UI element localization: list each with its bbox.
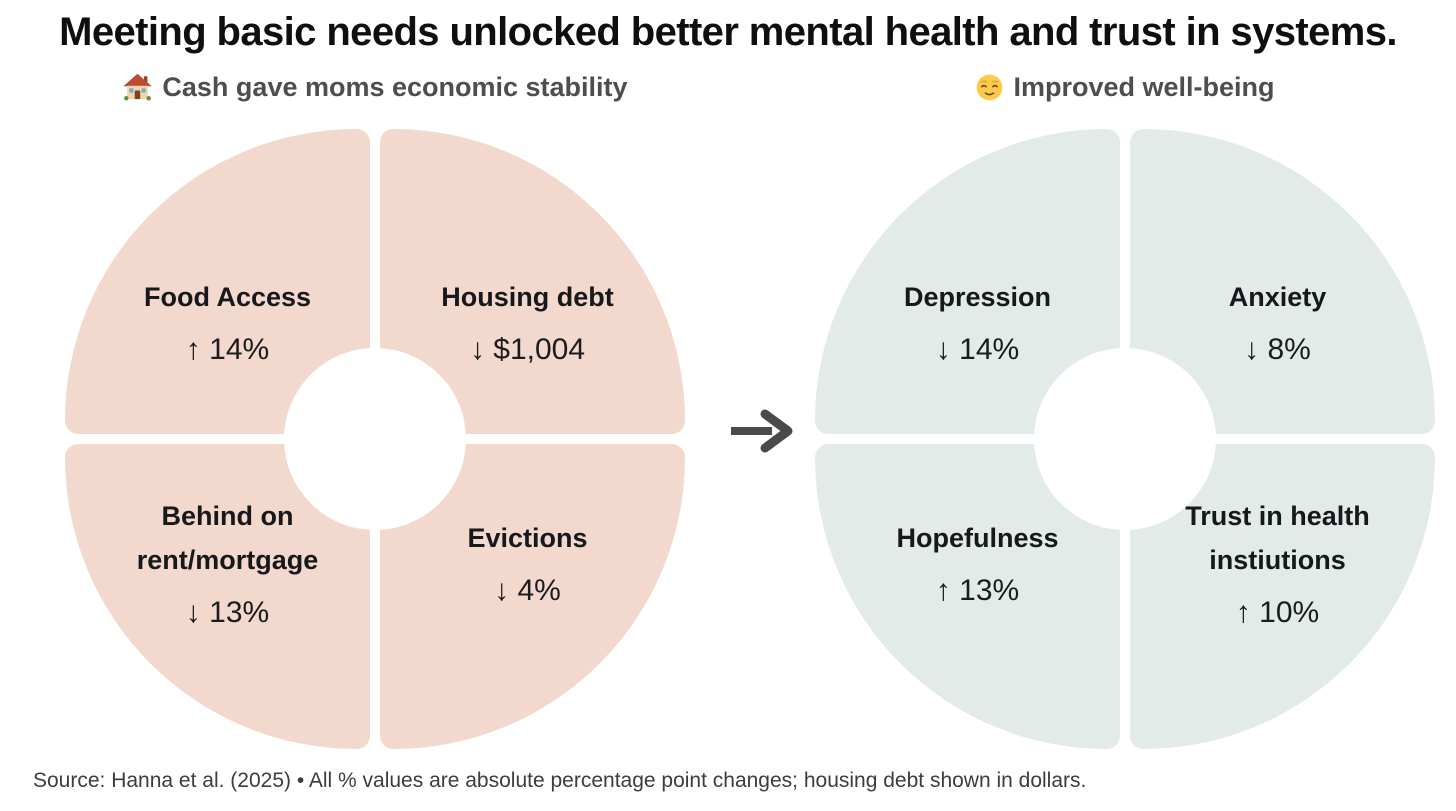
well-being-donut: Depression ↓ 14% Anxiety ↓ 8% Hopefulnes… xyxy=(815,129,1435,749)
segment-label: Trust in health instiutions xyxy=(1185,500,1370,575)
segment-value: ↓ 4% xyxy=(494,574,561,608)
right-chart-title: Improved well-being xyxy=(1013,72,1275,102)
segment-label: Food Access xyxy=(143,281,312,312)
right-chart-header: Improved well-being xyxy=(815,72,1435,103)
source-note: Source: Hanna et al. (2025) • All % valu… xyxy=(33,769,1087,792)
page-title: Meeting basic needs unlocked better ment… xyxy=(59,10,1397,54)
segment-label: Housing debt xyxy=(441,281,614,312)
economic-stability-donut: Food Access ↑ 14% Housing debt ↓ $1,004 … xyxy=(65,129,685,749)
segment-value: ↓ 8% xyxy=(1244,333,1311,367)
segment-label: Depression xyxy=(903,281,1052,312)
house-icon xyxy=(122,72,153,103)
segment-value: ↓ 14% xyxy=(935,333,1020,367)
segment-value: ↑ 13% xyxy=(935,574,1020,608)
right-arrow-icon xyxy=(731,409,793,453)
left-chart-header: Cash gave moms economic stability xyxy=(65,72,685,103)
segment-value: ↓ $1,004 xyxy=(469,333,586,367)
segment-label: Behind on rent/mortgage xyxy=(136,500,319,575)
left-chart-title: Cash gave moms economic stability xyxy=(162,72,628,102)
relieved-face-icon xyxy=(975,73,1004,102)
segment-label: Evictions xyxy=(467,522,588,553)
segment-value: ↑ 10% xyxy=(1235,596,1320,630)
segment-label: Anxiety xyxy=(1228,281,1327,312)
donut-hole xyxy=(284,348,466,530)
donut-hole xyxy=(1034,348,1216,530)
segment-value: ↑ 14% xyxy=(185,333,270,367)
segment-value: ↓ 13% xyxy=(185,596,270,630)
segment-label: Hopefulness xyxy=(896,522,1059,553)
